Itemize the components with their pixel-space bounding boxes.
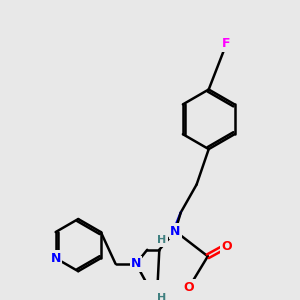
- Text: O: O: [184, 280, 194, 294]
- Text: H: H: [158, 236, 167, 245]
- Text: N: N: [50, 252, 61, 265]
- Text: N: N: [131, 257, 141, 270]
- Text: H: H: [158, 293, 167, 300]
- Text: F: F: [222, 37, 231, 50]
- Text: O: O: [221, 239, 232, 253]
- Text: N: N: [170, 225, 180, 238]
